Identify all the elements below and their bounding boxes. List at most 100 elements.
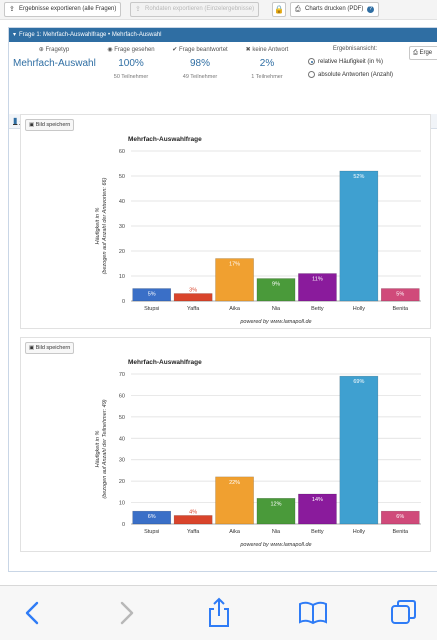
export-raw-icon: ⇪ [135,6,141,13]
y-tick-label: 10 [119,501,125,507]
x-tick-label: Aika [229,306,241,312]
bar-value-label: 6% [148,514,156,520]
info-icon: ⊕ [38,47,46,53]
eye-icon: ◉ [107,47,115,53]
y-tick-label: 60 [119,149,125,155]
print-charts-label: Charts drucken (PDF) [305,6,364,12]
question-title: Frage 1: Mehrfach-Auswahlfrage • Mehrfac… [19,32,162,38]
bar-holly [339,375,379,525]
bar-stupsi [132,510,172,525]
help-icon[interactable]: ? [367,6,375,13]
bar-value-label: 5% [396,292,404,298]
radio-relative-label: relative Häufigkeit (in %) [318,59,384,66]
bar-chart-icon: ▮ [13,116,18,125]
x-tick-label: Nia [272,529,281,535]
bar-value-label: 6% [396,514,404,520]
y-axis-title: Häufigkeit in % [95,208,101,245]
results-toolbar: ⇪ Ergebnisse exportieren (alle Fragen) ⇪… [0,0,437,20]
save-image-label: Bild speichern [35,122,71,128]
radio-relative-dot[interactable] [308,58,315,65]
x-tick-label: Nia [272,306,281,312]
y-tick-label: 10 [119,274,125,280]
bar-betty [298,493,337,525]
export-raw-label: Rohdaten exportieren (Einzelergebnisse) [145,6,255,12]
image-icon: ▣ [29,345,36,351]
y-tick-label: 50 [119,174,125,180]
forward-arrow-icon[interactable] [115,599,137,627]
export-all-button[interactable]: ⇪ Ergebnisse exportieren (alle Fragen) [4,2,122,17]
question-header[interactable]: ▾ Frage 1: Mehrfach-Auswahlfrage • Mehrfa… [9,28,437,42]
x-tick-label: Holly [353,529,365,535]
ergebnis-button[interactable]: ⎙ Erge [409,46,437,60]
y-tick-label: 0 [122,522,125,528]
gesehen-value: 100% [118,58,144,69]
browser-toolbar [0,585,437,640]
back-arrow-icon[interactable] [22,599,44,627]
y-tick-label: 20 [119,479,125,485]
question-stats: ⊕ Fragetyp Mehrfach-Auswahl ◉ Frage gese… [9,42,437,114]
x-tick-label: Aika [229,529,241,535]
y-tick-label: 70 [119,372,125,378]
bar-value-label: 9% [272,282,280,288]
y-axis-title: Häufigkeit in % [95,431,101,468]
y-tick-label: 30 [119,224,125,230]
beantwortet-label: Frage beantwortet [179,47,228,53]
y-axis-label: Häufigkeit in % (bezogen auf Anzahl der T… [95,399,108,498]
stat-beantwortet: ✔ Frage beantwortet 98% 49 Teilnehmer [167,46,233,80]
radio-absolute-dot[interactable] [308,71,315,78]
bar-value-label: 3% [189,288,197,294]
bar-benita [380,288,420,302]
powered-by-text: powered by www.lamapoll.de [239,542,311,548]
y-tick-label: 40 [119,436,125,442]
bar-yaffa [173,515,213,525]
save-image-button[interactable]: ▣ Bild speichern [25,342,75,354]
bar-value-label: 5% [148,292,156,298]
bar-chart-answers: Mehrfach-Auswahlfrage 0 10 20 30 40 50 60 Häufig… [95,136,421,325]
y-axis-label: Häufigkeit in % (bezogen auf Anzahl der A… [95,177,108,274]
y-axis-subtitle: (bezogen auf Anzahl der Antworten: 66) [102,177,108,274]
x-tick-label: Benita [392,306,409,312]
stat-gesehen: ◉ Frage gesehen 100% 50 Teilnehmer [99,46,163,80]
bar-betty [298,273,337,302]
bar-value-label: 11% [312,277,323,283]
x-tick-label: Betty [311,529,324,535]
keine-value: 2% [259,58,275,69]
question-panel: ▾ Frage 1: Mehrfach-Auswahlfrage • Mehrfa… [8,27,437,572]
print-icon: ⎙ [413,50,420,56]
x-tick-label: Holly [353,306,365,312]
bar-nia [256,278,296,302]
gesehen-sub: 50 Teilnehmer [113,74,149,80]
fragetyp-label: Fragetyp [45,47,70,53]
share-icon[interactable] [206,596,232,628]
lock-icon[interactable]: 🔒 [272,2,286,17]
chart-panel-2: ▣ Bild speichern Mehrfach-Auswahlfrage 0 1… [20,337,431,552]
y-tick-label: 0 [122,299,125,305]
bar-value-label: 17% [229,262,240,268]
x-tick-label: Stupsi [144,306,159,312]
y-tick-label: 60 [119,393,125,399]
print-charts-button[interactable]: ⎙ Charts drucken (PDF) ? [290,2,380,17]
radio-absolute[interactable]: absolute Antworten (Anzahl) [308,71,393,78]
bar-value-label: 52% [353,174,364,180]
bar-benita [380,510,420,525]
chart-panel-1: ▣ Bild speichern Mehrfach-Auswahlfrage 0 1… [20,114,431,329]
save-image-button[interactable]: ▣ Bild speichern [25,119,75,131]
y-tick-label: 50 [119,415,125,421]
radio-relative[interactable]: relative Häufigkeit (in %) [308,58,383,65]
export-raw-button: ⇪ Rohdaten exportieren (Einzelergebnisse… [130,2,260,17]
radio-absolute-label: absolute Antworten (Anzahl) [318,72,394,79]
print-icon: ⎙ [295,6,301,13]
fragetyp-value: Mehrfach-Auswahl [13,58,96,69]
export-icon: ⇪ [9,6,15,13]
x-tick-label: Benita [392,529,409,535]
x-tick-label: Betty [311,306,324,312]
ergebnisansicht-label: Ergebnisansicht: [332,46,378,52]
x-tick-label: Stupsi [144,529,159,535]
x-icon: ✖ [245,47,253,53]
x-tick-label: Yaffa [187,306,200,312]
bookmarks-icon[interactable] [298,600,328,626]
bar-aika [215,476,254,525]
bar-aika [215,258,254,302]
tabs-icon[interactable] [390,599,418,627]
export-all-label: Ergebnisse exportieren (alle Fragen) [19,6,117,12]
